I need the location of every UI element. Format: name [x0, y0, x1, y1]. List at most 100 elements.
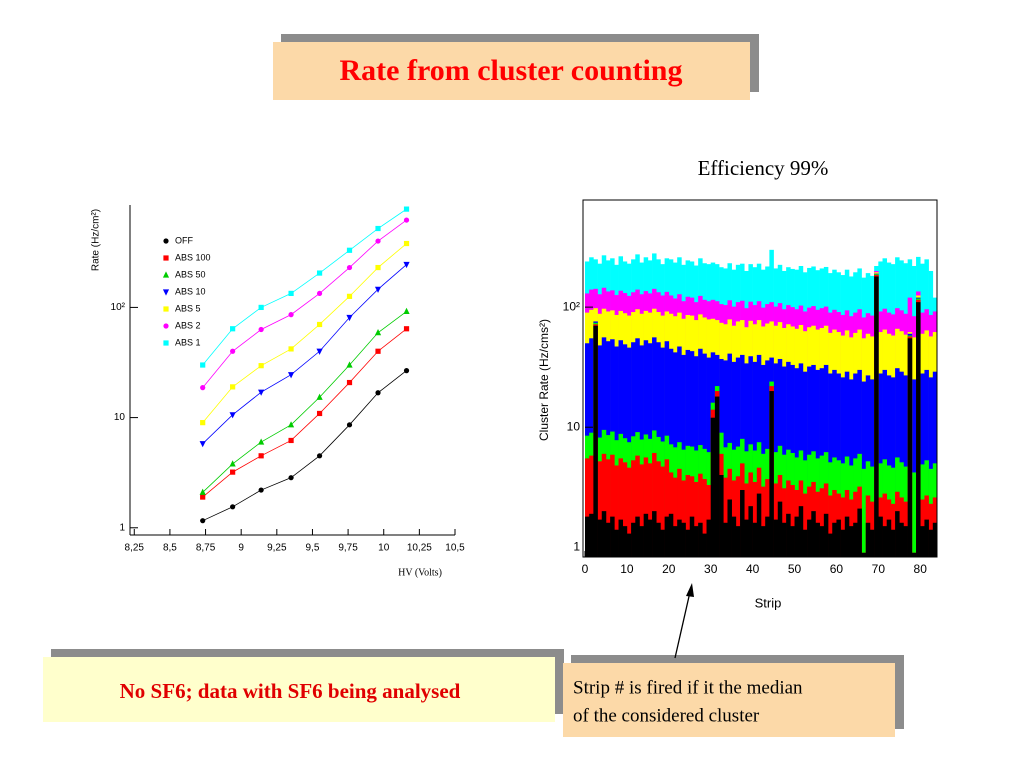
legend-label: OFF: [175, 235, 193, 245]
bar: [932, 522, 938, 557]
data-point: [200, 362, 206, 368]
legend-marker: [163, 255, 169, 261]
data-point: [199, 441, 206, 448]
bar: [723, 477, 728, 557]
data-point: [375, 264, 381, 271]
bar: [656, 522, 661, 557]
legend-label: ABS 2: [175, 320, 201, 330]
bar: [647, 519, 653, 557]
bar: [693, 481, 699, 557]
bar: [652, 511, 657, 557]
y-axis-label: Rate (Hz/cm²): [91, 209, 102, 271]
bar: [832, 522, 837, 557]
x-tick-label: 10,25: [407, 543, 432, 554]
data-line: [202, 311, 407, 493]
bar: [756, 493, 762, 557]
x-tick-label: 80: [914, 562, 928, 576]
bar: [647, 463, 653, 557]
bar: [614, 465, 619, 557]
note-box: [43, 657, 555, 722]
bar: [664, 459, 670, 557]
data-point: [229, 460, 236, 467]
bar: [685, 474, 691, 557]
data-point: [200, 518, 206, 524]
bar: [626, 533, 632, 557]
bar: [597, 461, 603, 557]
bar: [639, 464, 644, 557]
y-axis-label: Cluster Rate (Hz/cms²): [537, 319, 551, 441]
data-point: [229, 412, 236, 419]
data-point: [403, 206, 410, 212]
bar: [605, 459, 611, 557]
legend-label: ABS 50: [175, 269, 206, 279]
bar: [673, 526, 678, 557]
slide-title: Rate from cluster counting: [339, 54, 682, 87]
bar: [899, 522, 904, 557]
y-tick-label: 1: [119, 522, 125, 533]
data-point: [258, 453, 264, 459]
data-line: [202, 208, 407, 366]
bar: [631, 522, 636, 557]
bar: [853, 522, 858, 557]
bar: [916, 302, 921, 557]
data-point: [403, 240, 410, 247]
data-point: [316, 453, 323, 459]
bar: [635, 455, 640, 557]
data-point: [258, 487, 264, 493]
data-point: [346, 361, 353, 368]
bar: [836, 519, 841, 557]
data-point: [316, 348, 323, 355]
bar: [802, 529, 808, 557]
note-text: No SF6; data with SF6 being analysed: [120, 679, 461, 703]
bar: [849, 526, 854, 557]
bar: [777, 501, 783, 557]
bar: [626, 467, 632, 557]
data-line: [202, 264, 407, 444]
bar: [652, 452, 657, 557]
x-axis-label: Strip: [755, 595, 782, 610]
data-point: [346, 422, 353, 428]
bar: [882, 526, 888, 557]
bar: [895, 511, 900, 557]
bar: [798, 506, 804, 557]
data-point: [403, 326, 410, 332]
data-point: [316, 410, 323, 417]
bar: [790, 526, 795, 557]
bar: [740, 489, 745, 557]
y-tick-label: 10²: [563, 299, 580, 313]
data-point: [230, 348, 236, 354]
bar: [752, 522, 758, 557]
bar: [823, 513, 829, 557]
bar: [869, 529, 875, 557]
bar: [861, 468, 867, 557]
data-point: [288, 437, 294, 444]
bar: [844, 516, 850, 557]
bar: [874, 276, 879, 557]
data-point: [316, 270, 323, 276]
bar: [643, 457, 649, 557]
plot-frame: [582, 199, 938, 558]
data-point: [346, 264, 353, 271]
bar: [706, 519, 712, 557]
note-text: Strip # is fired if it the median: [573, 677, 803, 698]
bar: [698, 473, 703, 557]
y-tick-label: 10: [114, 412, 126, 423]
data-point: [374, 286, 382, 293]
bar: [668, 513, 674, 557]
bar: [614, 529, 619, 557]
x-tick-label: 30: [704, 562, 718, 576]
bar: [681, 522, 686, 557]
data-point: [403, 368, 410, 374]
bar: [828, 533, 833, 557]
bar: [903, 526, 908, 557]
x-tick-label: 8,25: [125, 543, 145, 554]
bar: [811, 511, 816, 557]
bar: [828, 495, 833, 557]
bar: [752, 481, 758, 557]
x-axis-label: HV (Volts): [398, 567, 442, 578]
bar: [903, 375, 908, 557]
data-point: [199, 488, 206, 495]
bar: [911, 379, 917, 557]
y-tick-label: 1: [573, 539, 580, 553]
bar: [928, 377, 934, 557]
